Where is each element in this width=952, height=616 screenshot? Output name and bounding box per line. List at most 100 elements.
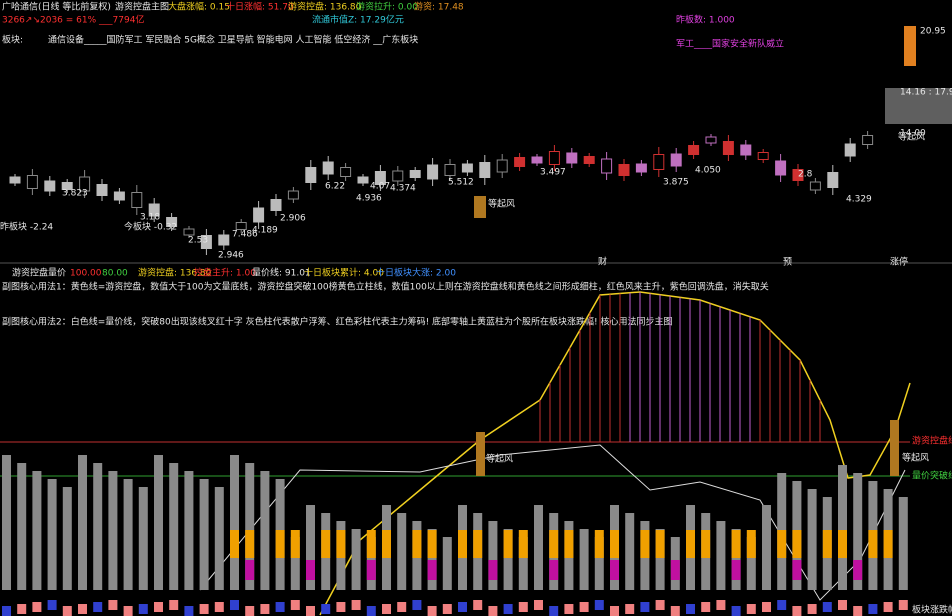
sector-bar xyxy=(777,600,787,610)
price-label: 等起风 xyxy=(898,131,925,143)
candle-body xyxy=(531,156,543,164)
price-label: 4.936 xyxy=(356,194,382,204)
volume-bar xyxy=(351,529,361,590)
sector-bar xyxy=(138,604,148,614)
volume-bar xyxy=(214,487,224,590)
candle-body xyxy=(444,164,456,176)
price-label: 4.07 xyxy=(370,182,390,192)
volume-bar xyxy=(32,471,42,590)
candle-body xyxy=(618,164,630,176)
volume-bar xyxy=(579,529,589,590)
candle-body xyxy=(26,175,38,189)
sector-bar xyxy=(883,602,893,612)
stat: 量价线: 91.01 xyxy=(252,267,311,279)
candle-body xyxy=(705,136,717,144)
candle-body xyxy=(340,167,352,177)
sector-bar xyxy=(868,604,878,614)
volume-bar-magenta xyxy=(366,560,376,580)
sector-bar xyxy=(382,604,391,614)
volume-bar xyxy=(427,529,437,590)
volume-bar xyxy=(184,471,194,590)
candle-body xyxy=(374,171,386,185)
sector-bar xyxy=(670,606,680,616)
sector-bar xyxy=(534,600,543,610)
sector-bar xyxy=(898,600,908,610)
volume-bar xyxy=(2,455,11,590)
candle-body xyxy=(44,180,56,192)
candle-body xyxy=(757,152,769,160)
candle-body xyxy=(792,169,804,181)
price-label: 14.00 xyxy=(900,129,926,139)
stat: 十日涨幅: 51.70 xyxy=(226,1,294,13)
volume-bar xyxy=(716,521,726,590)
candle-body xyxy=(113,191,125,201)
sector-bar xyxy=(169,600,179,610)
side-label: 游资控盘线 xyxy=(912,435,952,447)
volume-bar-orange xyxy=(822,530,832,558)
volume-bar-orange xyxy=(792,530,802,558)
volume-bar-orange xyxy=(701,530,711,558)
volume-bar xyxy=(78,455,87,590)
marker: 财 xyxy=(598,256,607,268)
candle-body xyxy=(548,151,560,165)
sector-bar xyxy=(351,600,361,610)
candle-body xyxy=(427,164,439,180)
price-label: 4.050 xyxy=(695,166,721,176)
volume-bar xyxy=(93,463,103,590)
volume-bar-orange xyxy=(245,530,255,558)
price-label: 14.16 : 17.90 xyxy=(900,88,952,98)
volume-bar-orange xyxy=(838,530,847,558)
sector-bar xyxy=(549,606,559,616)
candle-body xyxy=(722,141,734,155)
candle-body xyxy=(775,160,787,176)
sector-bar xyxy=(214,602,224,612)
volume-bar-orange xyxy=(321,530,331,558)
volume-bar-orange xyxy=(549,530,559,558)
volume-bar xyxy=(62,487,72,590)
signal-bar xyxy=(474,196,486,218)
volume-bar xyxy=(518,537,528,590)
price-label: 4.189 xyxy=(252,226,278,236)
sector-bar xyxy=(488,606,498,616)
volume-bar-magenta xyxy=(731,560,741,580)
volume-bar-orange xyxy=(746,530,756,558)
sector-bar xyxy=(123,606,133,616)
candle-body xyxy=(514,157,526,167)
volume-bar-magenta xyxy=(427,560,437,580)
sector-bar xyxy=(518,602,528,612)
sector-bar xyxy=(17,604,27,614)
volume-bar xyxy=(807,489,817,590)
sector-bar xyxy=(32,602,42,612)
candle-body xyxy=(357,176,369,184)
candle-body xyxy=(566,152,578,164)
candle-body xyxy=(496,159,508,173)
volume-bar-orange xyxy=(473,530,483,558)
candle-body xyxy=(809,181,821,191)
volume-bar-orange xyxy=(655,530,665,558)
sector-bar xyxy=(62,606,72,616)
sector-bar xyxy=(655,600,665,610)
volume-bar xyxy=(108,471,118,590)
volume-bar-orange xyxy=(275,530,285,558)
theme: 军工____国家安全新队威立 xyxy=(676,38,784,50)
candle-body xyxy=(61,182,73,190)
volume-bar-orange xyxy=(290,530,300,558)
sector-bar xyxy=(579,602,589,612)
price-label: 2.8 xyxy=(798,170,813,180)
sector-bar xyxy=(412,600,422,610)
sector-bar xyxy=(2,606,11,616)
sector-bar xyxy=(108,600,118,610)
volume-bar xyxy=(306,505,315,590)
price-label: 20.95 xyxy=(920,27,946,37)
volume-bar-orange xyxy=(427,530,437,558)
sector-bar xyxy=(838,600,847,610)
volume-bar xyxy=(199,479,209,590)
highlight-box xyxy=(885,88,952,124)
sector-bar xyxy=(230,600,239,610)
stat: 大盘涨幅: 0.15 xyxy=(168,1,230,13)
sector-bar xyxy=(594,600,604,610)
sector-bar xyxy=(701,602,711,612)
candle-body xyxy=(235,222,247,230)
sector-bar xyxy=(366,606,376,616)
